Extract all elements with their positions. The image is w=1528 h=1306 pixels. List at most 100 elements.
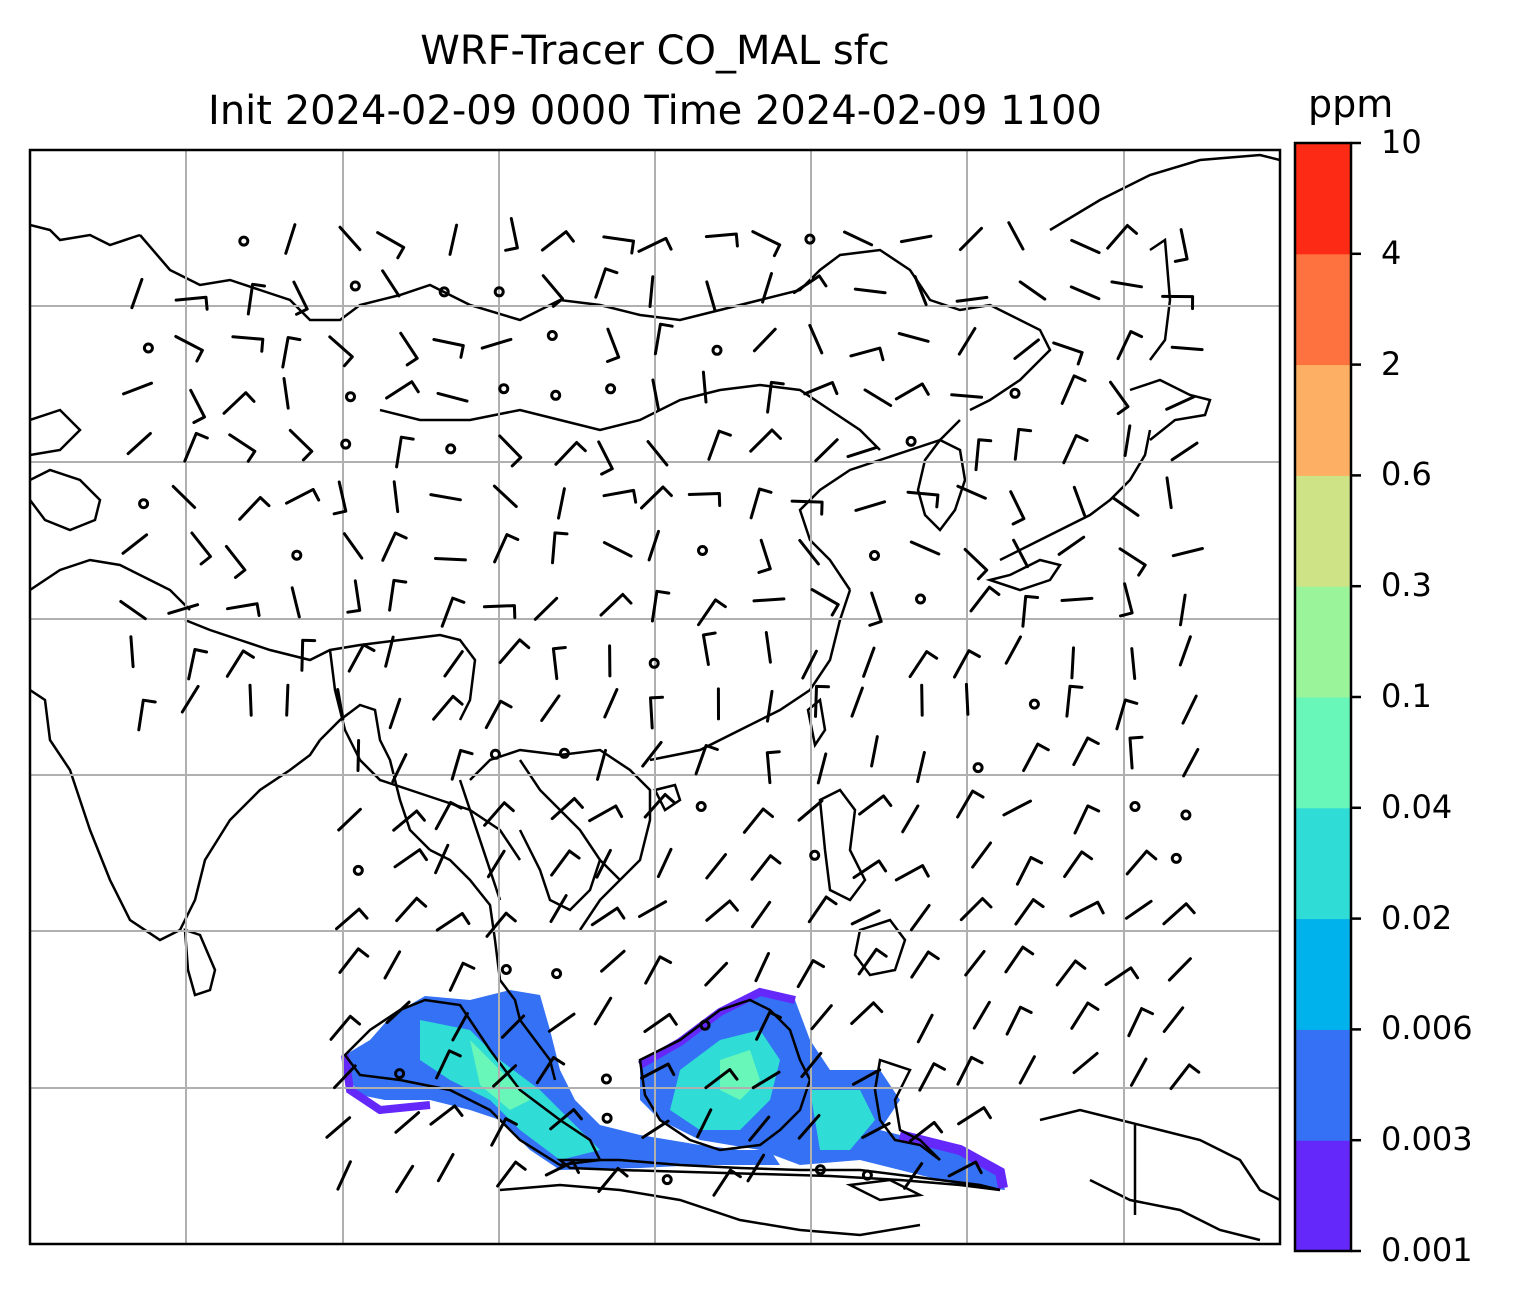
wind-barb [338,225,362,252]
calm-circle [345,391,356,403]
wind-barb [796,959,825,989]
calm-circle [1170,852,1182,864]
wind-barb [950,393,984,399]
wind-barb [174,295,209,311]
wind-barb [750,854,782,881]
colorbar-tick-label: 0.6 [1381,455,1432,494]
wind-barb [640,1062,676,1080]
wind-barb [899,234,933,244]
wind-barb [554,441,587,466]
wind-barb [356,739,361,772]
calm-circle [1028,698,1040,710]
wind-barb [959,897,993,922]
wind-barb [1022,742,1050,773]
wind-barb [1063,850,1094,878]
wind-barb [248,683,253,717]
wind-barb [284,223,297,255]
wind-barb [653,322,674,356]
wind-barb [643,1012,678,1033]
wind-barb [765,750,781,785]
new-guinea-south [1089,1178,1261,1242]
wind-barb [868,591,883,627]
wind-barb [766,380,785,414]
wind-barb [913,275,928,307]
wind-barb [947,1160,983,1178]
calm-circle [711,344,723,356]
wind-barb [843,230,874,247]
calm-circle [438,286,450,298]
calm-circle [551,968,563,980]
wind-barb [171,484,197,509]
wind-barb [1181,694,1198,725]
wind-barb [434,800,463,831]
wind-barb [1014,898,1045,926]
wind-barb [1013,427,1033,461]
wind-barb [854,500,887,512]
calm-circle [905,435,917,447]
wind-barb [918,1062,946,1092]
wind-barb [956,484,987,500]
wind-barb [290,586,301,619]
wind-barb [850,1001,884,1025]
wind-barb [602,541,633,558]
wind-barb [1179,593,1187,627]
map-frame [28,148,1282,1246]
borneo [638,998,812,1152]
wind-barb [600,949,626,973]
wind-barb [697,598,727,627]
wind-barb [597,1166,629,1193]
colorbar-segment [1295,475,1351,587]
colorbar-segment [1295,1029,1351,1141]
wind-barb [602,488,638,504]
wind-barb [399,331,419,367]
wind-barb [300,638,317,672]
wind-barb [648,275,655,308]
wind-barb [651,378,660,411]
wind-barb [393,848,428,869]
wind-barb [1182,748,1200,778]
calm-circle [869,550,880,561]
wind-barb [492,484,518,508]
wind-barb [533,596,559,621]
wind-barb [336,1160,352,1191]
wind-barbs [119,217,1204,1197]
wind-barb [1013,338,1040,360]
wind-barb [853,287,887,295]
wind-barb [385,380,420,400]
wind-barb [225,649,255,678]
wind-barb [1106,224,1138,250]
wind-barb [704,1068,739,1090]
hokkaido [1129,378,1212,441]
wind-barb [637,236,673,253]
iran-coast [30,408,82,457]
wind-barb [897,332,930,343]
wind-barb [955,295,989,303]
wind-barb [1167,957,1192,982]
wind-barb [1127,1007,1154,1038]
wind-barb [122,381,153,396]
wind-barb [656,847,673,878]
philippines-luzon [818,788,867,902]
wind-barb [701,370,708,404]
wind-barb [752,327,777,353]
wind-barb [180,684,200,714]
wind-barb [1015,856,1044,886]
wind-barb [282,377,290,410]
wind-barb [749,487,773,520]
wind-barb [121,533,149,555]
wind-barb [707,429,732,461]
china-south-coast [649,589,852,762]
wind-barb [964,949,986,977]
wind-barb [1124,899,1153,920]
wind-barb [640,485,673,510]
wind-barb [292,280,309,316]
calm-circle [695,801,707,812]
wind-barb [391,753,408,784]
calm-circle [493,286,505,298]
wind-barb [957,327,977,356]
wind-barb [906,490,940,509]
russia-east [1049,153,1280,232]
wind-barb [443,650,464,678]
bay-bengal-north [319,703,431,851]
china-east-coast [798,419,961,591]
